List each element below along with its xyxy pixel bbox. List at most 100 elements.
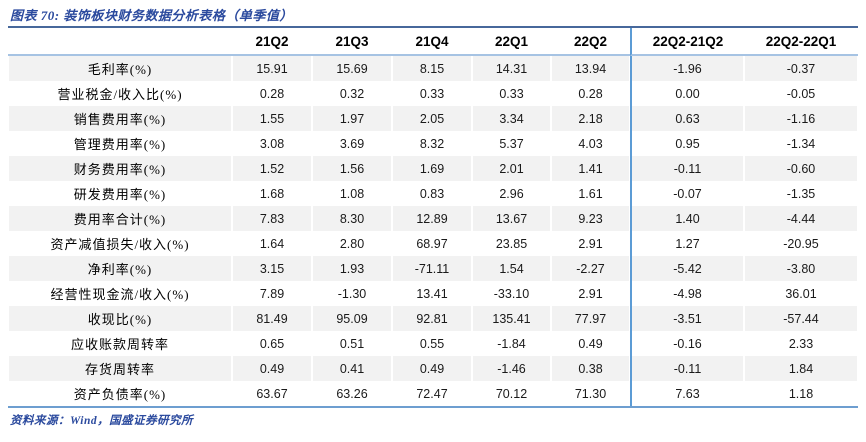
row-label: 销售费用率(%) — [8, 106, 232, 131]
cell-value: -0.11 — [630, 156, 744, 181]
table-row: 财务费用率(%) 1.52 1.56 1.69 2.01 1.41 -0.11 -0.60 — [8, 156, 858, 181]
cell-value: 1.97 — [312, 106, 392, 131]
cell-value: 4.03 — [551, 131, 630, 156]
cell-value: 15.91 — [232, 56, 312, 81]
cell-value: 7.89 — [232, 281, 312, 306]
cell-value: 2.96 — [472, 181, 551, 206]
cell-value: 36.01 — [744, 281, 858, 306]
cell-value: 13.67 — [472, 206, 551, 231]
cell-value: 0.33 — [392, 81, 472, 106]
cell-value: -0.11 — [630, 356, 744, 381]
cell-value: 1.69 — [392, 156, 472, 181]
row-label: 收现比(%) — [8, 306, 232, 331]
table-row: 毛利率(%) 15.91 15.69 8.15 14.31 13.94 -1.96 -0.37 — [8, 56, 858, 81]
cell-value: -1.35 — [744, 181, 858, 206]
cell-value: 8.15 — [392, 56, 472, 81]
cell-value: 1.93 — [312, 256, 392, 281]
row-label: 费用率合计(%) — [8, 206, 232, 231]
cell-value: 9.23 — [551, 206, 630, 231]
cell-value: 3.34 — [472, 106, 551, 131]
cell-value: 3.15 — [232, 256, 312, 281]
cell-value: 1.56 — [312, 156, 392, 181]
cell-value: -1.30 — [312, 281, 392, 306]
table-row: 管理费用率(%) 3.08 3.69 8.32 5.37 4.03 0.95 -1.34 — [8, 131, 858, 156]
cell-value: 1.08 — [312, 181, 392, 206]
cell-value: 63.26 — [312, 381, 392, 406]
cell-value: 15.69 — [312, 56, 392, 81]
cell-value: -1.46 — [472, 356, 551, 381]
cell-value: 2.91 — [551, 281, 630, 306]
row-label: 资产负债率(%) — [8, 381, 232, 406]
figure-title: 图表 70: 装饰板块财务数据分析表格（单季值） — [10, 8, 293, 23]
table-header-row: 21Q2 21Q3 21Q4 22Q1 22Q2 22Q2-21Q2 22Q2-22Q1 — [8, 28, 858, 56]
cell-value: -5.42 — [630, 256, 744, 281]
cell-value: 1.27 — [630, 231, 744, 256]
column-header: 22Q2 — [551, 28, 630, 56]
cell-value: 2.05 — [392, 106, 472, 131]
cell-value: 1.61 — [551, 181, 630, 206]
cell-value: 8.32 — [392, 131, 472, 156]
column-header: 21Q4 — [392, 28, 472, 56]
cell-value: 0.32 — [312, 81, 392, 106]
cell-value: 3.69 — [312, 131, 392, 156]
cell-value: 63.67 — [232, 381, 312, 406]
cell-value: 3.08 — [232, 131, 312, 156]
cell-value: -0.07 — [630, 181, 744, 206]
cell-value: 72.47 — [392, 381, 472, 406]
cell-value: -4.44 — [744, 206, 858, 231]
cell-value: 0.65 — [232, 331, 312, 356]
cell-value: -0.60 — [744, 156, 858, 181]
cell-value: 2.33 — [744, 331, 858, 356]
cell-value: 2.18 — [551, 106, 630, 131]
cell-value: 13.41 — [392, 281, 472, 306]
cell-value: -20.95 — [744, 231, 858, 256]
cell-value: 0.38 — [551, 356, 630, 381]
cell-value: -0.05 — [744, 81, 858, 106]
cell-value: -0.16 — [630, 331, 744, 356]
cell-value: -1.34 — [744, 131, 858, 156]
row-label: 资产减值损失/收入(%) — [8, 231, 232, 256]
cell-value: 77.97 — [551, 306, 630, 331]
row-label: 应收账款周转率 — [8, 331, 232, 356]
cell-value: 1.55 — [232, 106, 312, 131]
cell-value: 0.55 — [392, 331, 472, 356]
cell-value: -4.98 — [630, 281, 744, 306]
cell-value: -71.11 — [392, 256, 472, 281]
cell-value: 1.68 — [232, 181, 312, 206]
table-body: 毛利率(%) 15.91 15.69 8.15 14.31 13.94 -1.96 -0.37… — [8, 56, 858, 406]
column-header: 21Q2 — [232, 28, 312, 56]
table-row: 存货周转率 0.49 0.41 0.49 -1.46 0.38 -0.11 1.84 — [8, 356, 858, 381]
table-row: 净利率(%) 3.15 1.93 -71.11 1.54 -2.27 -5.42 -3.80 — [8, 256, 858, 281]
source-note: 资料来源：Wind，国盛证券研究所 — [10, 415, 194, 427]
cell-value: 1.84 — [744, 356, 858, 381]
cell-value: 1.64 — [232, 231, 312, 256]
cell-value: 0.00 — [630, 81, 744, 106]
column-header: 22Q1 — [472, 28, 551, 56]
cell-value: 81.49 — [232, 306, 312, 331]
column-header: 21Q3 — [312, 28, 392, 56]
row-label: 净利率(%) — [8, 256, 232, 281]
cell-value: 0.33 — [472, 81, 551, 106]
cell-value: 135.41 — [472, 306, 551, 331]
row-label: 财务费用率(%) — [8, 156, 232, 181]
table-row: 应收账款周转率 0.65 0.51 0.55 -1.84 0.49 -0.16 2.33 — [8, 331, 858, 356]
cell-value: -0.37 — [744, 56, 858, 81]
table-row: 经营性现金流/收入(%) 7.89 -1.30 13.41 -33.10 2.91 -4.9… — [8, 281, 858, 306]
table-row: 营业税金/收入比(%) 0.28 0.32 0.33 0.33 0.28 0.00 -0.05 — [8, 81, 858, 106]
cell-value: -57.44 — [744, 306, 858, 331]
cell-value: 0.49 — [392, 356, 472, 381]
cell-value: -3.51 — [630, 306, 744, 331]
column-header: 22Q2-22Q1 — [744, 28, 858, 56]
cell-value: -3.80 — [744, 256, 858, 281]
cell-value: 14.31 — [472, 56, 551, 81]
table-row: 费用率合计(%) 7.83 8.30 12.89 13.67 9.23 1.40 -4.44 — [8, 206, 858, 231]
table-row: 收现比(%) 81.49 95.09 92.81 135.41 77.97 -3.51 -57… — [8, 306, 858, 331]
cell-value: 2.80 — [312, 231, 392, 256]
cell-value: 0.83 — [392, 181, 472, 206]
cell-value: 1.40 — [630, 206, 744, 231]
cell-value: -2.27 — [551, 256, 630, 281]
cell-value: 92.81 — [392, 306, 472, 331]
cell-value: 95.09 — [312, 306, 392, 331]
row-label: 经营性现金流/收入(%) — [8, 281, 232, 306]
